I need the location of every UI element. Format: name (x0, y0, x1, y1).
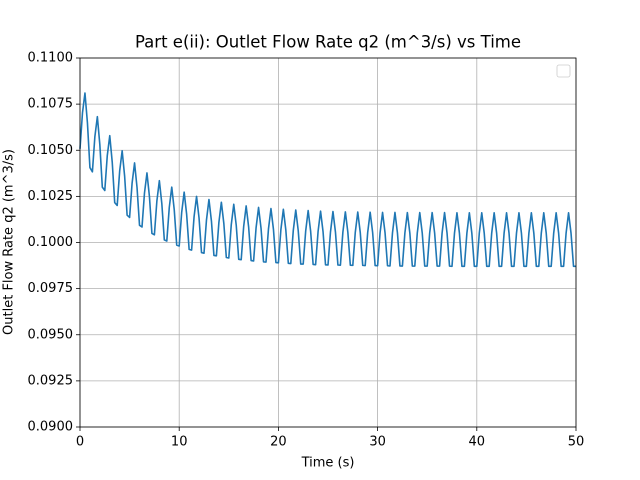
plot-area (79, 92, 576, 268)
y-tick-label: 0.1075 (28, 97, 74, 112)
x-tick-label: 50 (568, 435, 585, 450)
y-tick-label: 0.1025 (28, 189, 74, 204)
y-tick-label: 0.0950 (28, 327, 74, 342)
y-tick-label: 0.1000 (28, 235, 74, 250)
chart-title: Part e(ii): Outlet Flow Rate q2 (m^3/s) … (135, 33, 521, 52)
x-tick-label: 30 (369, 435, 386, 450)
x-tick-label: 20 (270, 435, 287, 450)
y-tick-label: 0.1100 (28, 51, 74, 66)
y-tick-label: 0.0925 (28, 373, 74, 388)
y-axis-label: Outlet Flow Rate q2 (m^3/s) (2, 149, 17, 335)
x-tick-label: 10 (171, 435, 188, 450)
x-tick-label: 0 (76, 435, 84, 450)
legend-box (556, 64, 571, 78)
data-line (79, 92, 576, 268)
y-tick-label: 0.1050 (28, 143, 74, 158)
y-tick-label: 0.0975 (28, 281, 74, 296)
x-tick-label: 40 (469, 435, 486, 450)
y-tick-label: 0.0900 (28, 420, 74, 435)
x-axis-label: Time (s) (301, 456, 355, 471)
